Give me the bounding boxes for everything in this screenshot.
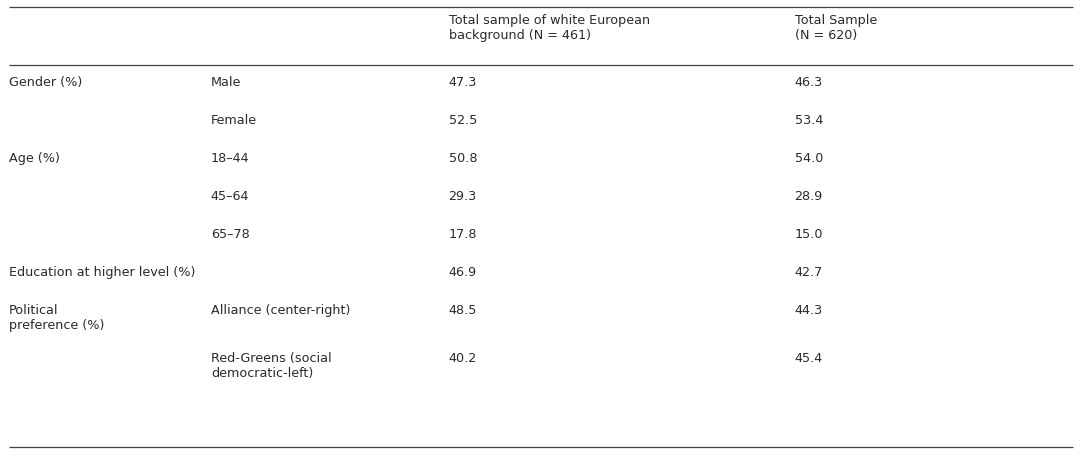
- Text: 28.9: 28.9: [795, 190, 823, 202]
- Text: Alliance (center-right): Alliance (center-right): [211, 303, 350, 316]
- Text: 45.4: 45.4: [795, 351, 823, 364]
- Text: Age (%): Age (%): [9, 151, 59, 165]
- Text: 47.3: 47.3: [449, 76, 477, 89]
- Text: 15.0: 15.0: [795, 228, 823, 241]
- Text: 48.5: 48.5: [449, 303, 477, 316]
- Text: Gender (%): Gender (%): [9, 76, 82, 89]
- Text: Male: Male: [211, 76, 241, 89]
- Text: 45–64: 45–64: [211, 190, 250, 202]
- Text: 42.7: 42.7: [795, 265, 823, 279]
- Text: Political
preference (%): Political preference (%): [9, 303, 104, 331]
- Text: 52.5: 52.5: [449, 114, 477, 127]
- Text: Total Sample
(N = 620): Total Sample (N = 620): [795, 14, 877, 42]
- Text: 46.3: 46.3: [795, 76, 823, 89]
- Text: Female: Female: [211, 114, 257, 127]
- Text: 29.3: 29.3: [449, 190, 477, 202]
- Text: 65–78: 65–78: [211, 228, 250, 241]
- Text: Red-Greens (social
democratic-left): Red-Greens (social democratic-left): [211, 351, 332, 379]
- Text: 53.4: 53.4: [795, 114, 823, 127]
- Text: 40.2: 40.2: [449, 351, 477, 364]
- Text: 46.9: 46.9: [449, 265, 477, 279]
- Text: 50.8: 50.8: [449, 151, 477, 165]
- Text: 17.8: 17.8: [449, 228, 477, 241]
- Text: 18–44: 18–44: [211, 151, 250, 165]
- Text: Education at higher level (%): Education at higher level (%): [9, 265, 195, 279]
- Text: 44.3: 44.3: [795, 303, 823, 316]
- Text: Total sample of white European
background (N = 461): Total sample of white European backgroun…: [449, 14, 650, 42]
- Text: 54.0: 54.0: [795, 151, 823, 165]
